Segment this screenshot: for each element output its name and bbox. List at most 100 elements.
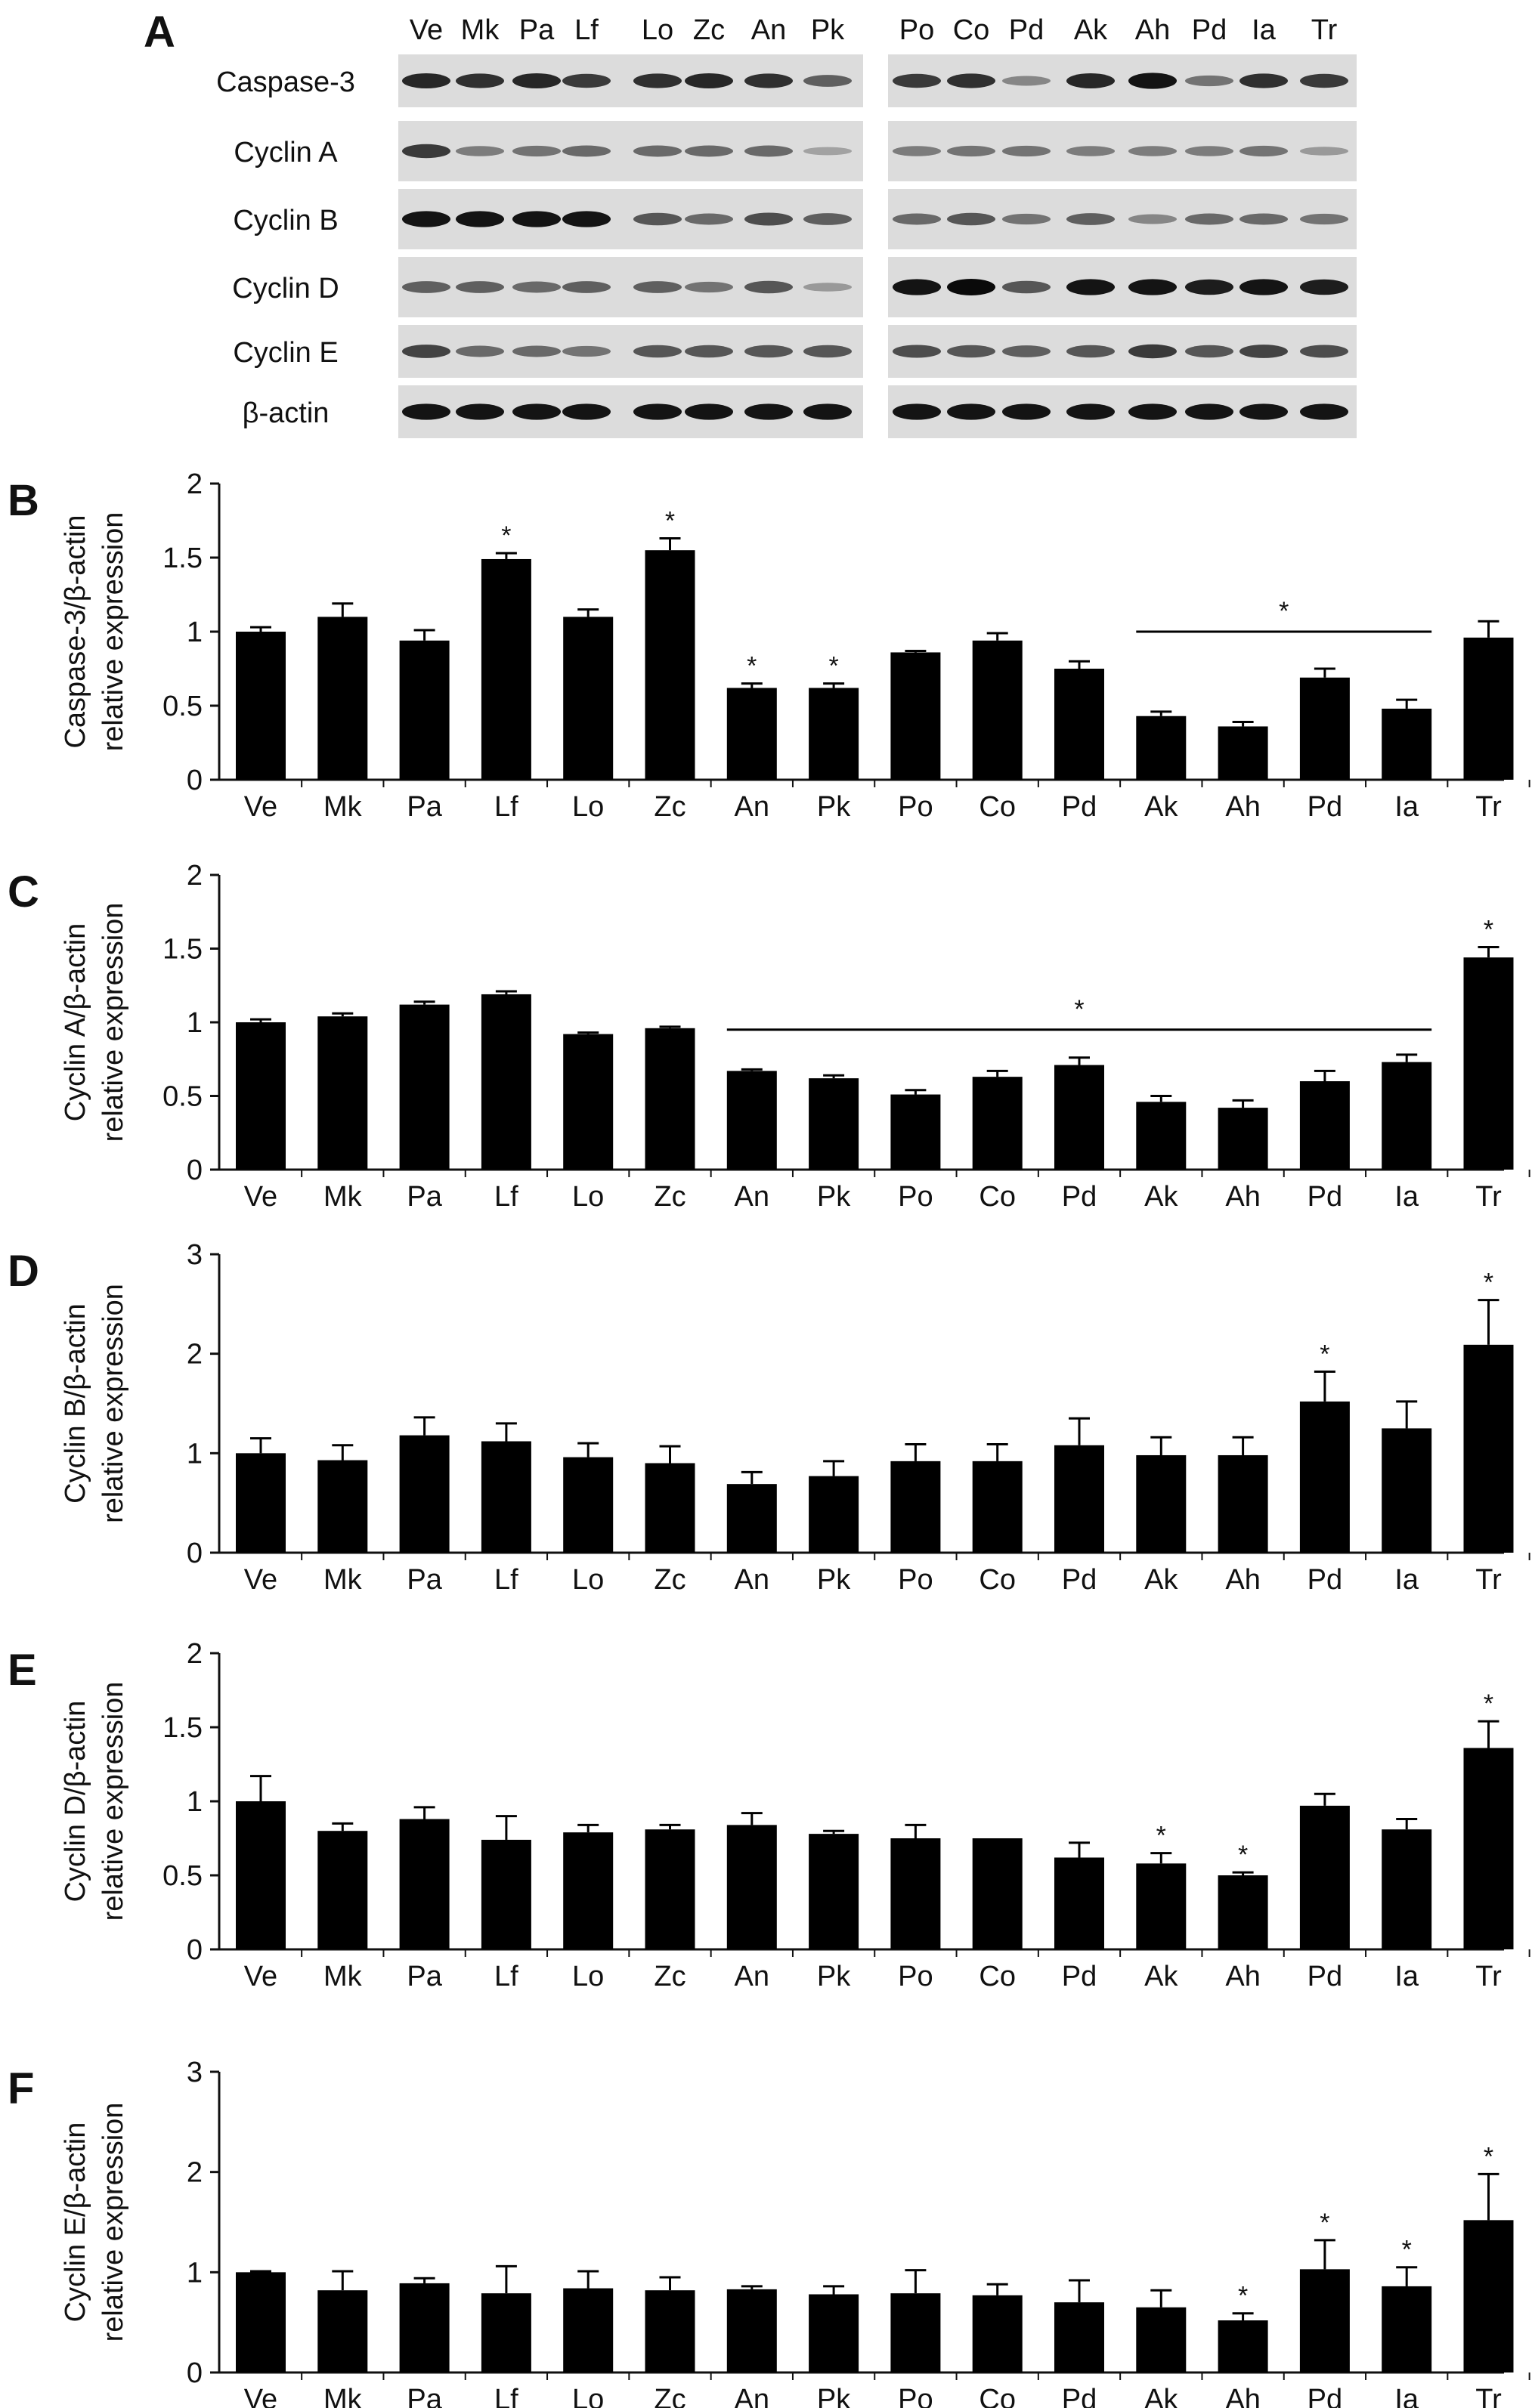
x-tick-label: Ak: [1144, 1564, 1178, 1596]
x-tick-label: Pa: [407, 1961, 442, 1992]
chart-panel-f: F Cyclin E/β-actin relative expression 0 1 2 3…: [8, 2057, 1530, 2408]
blot-band: [402, 403, 450, 420]
x-tick-label: Pk: [817, 791, 851, 823]
x-tick-label: Ve: [244, 1961, 277, 1992]
blot-band: [947, 279, 995, 295]
blot-band: [685, 403, 733, 420]
bar: [1218, 2320, 1268, 2372]
blot-lane-label: Pa: [519, 14, 555, 46]
blot-band: [1239, 279, 1288, 295]
x-tick-label: Pd: [1062, 2384, 1097, 2408]
blot-lane-label: Tr: [1311, 14, 1338, 46]
y-tick-label: 1.5: [162, 934, 203, 966]
x-tick-label: Tr: [1475, 1961, 1502, 1992]
x-tick-label: Lo: [572, 1564, 604, 1596]
blot-band: [633, 345, 682, 358]
blot-band: [562, 345, 611, 357]
blot-band: [1300, 147, 1348, 156]
x-tick-label: Pd: [1308, 1961, 1342, 1992]
significance-star: *: [1238, 2282, 1248, 2311]
blot-band: [803, 147, 852, 156]
significance-star: *: [1402, 2236, 1412, 2264]
blot-band: [1128, 279, 1177, 295]
blot-band: [633, 281, 682, 293]
x-tick-label: Ak: [1144, 1181, 1178, 1213]
y-axis-label: Cyclin A/β-actin: [60, 923, 91, 1122]
blot-band: [512, 345, 561, 357]
x-tick-label: Co: [979, 1961, 1016, 1992]
blot-band: [1185, 403, 1233, 420]
x-tick-label: Po: [898, 1564, 933, 1596]
y-tick-label: 0: [187, 1155, 203, 1186]
x-tick-label: Ia: [1394, 1564, 1419, 1596]
blot-band: [512, 145, 561, 157]
x-tick-label: An: [735, 1181, 769, 1213]
blot-band: [685, 345, 733, 358]
significance-star: *: [665, 507, 675, 536]
significance-star: *: [828, 652, 838, 681]
bar: [890, 1461, 941, 1553]
blot-lane-label: An: [751, 14, 786, 46]
bar: [1054, 1445, 1104, 1553]
significance-star: *: [1484, 2142, 1493, 2171]
significance-star: *: [1279, 597, 1289, 626]
x-tick-label: Ak: [1144, 791, 1178, 823]
x-tick-label: Tr: [1475, 1564, 1502, 1596]
blot-band: [685, 213, 733, 225]
bar: [972, 1838, 1023, 1949]
y-tick-label: 0.5: [162, 1081, 203, 1113]
y-tick-label: 1: [187, 617, 203, 648]
x-tick-label: Pd: [1308, 1181, 1342, 1213]
y-tick-label: 0: [187, 1538, 203, 1569]
y-axis-label: Caspase-3/β-actin: [60, 515, 91, 748]
bar: [1218, 1875, 1268, 1949]
blot-band: [1300, 73, 1348, 88]
blot-band: [456, 403, 504, 420]
bar: [890, 2293, 941, 2372]
bar: [809, 1078, 859, 1170]
blot-band: [893, 345, 941, 358]
x-tick-label: Zc: [654, 1564, 685, 1596]
bar: [1299, 1081, 1350, 1170]
blot-band: [1128, 214, 1177, 224]
x-tick-label: Pd: [1308, 2384, 1342, 2408]
blot-band: [744, 403, 793, 420]
blot-band: [803, 403, 852, 420]
x-tick-label: An: [735, 1564, 769, 1596]
y-tick-label: 1: [187, 1786, 203, 1818]
bar: [1299, 1401, 1350, 1553]
x-tick-label: Ve: [244, 2384, 277, 2408]
x-tick-label: Lf: [494, 1961, 518, 1992]
blot-band: [893, 146, 941, 156]
blot-lane-label: Po: [899, 14, 934, 46]
y-axis-label: relative expression: [97, 512, 129, 752]
blot-lane-label: Ah: [1135, 14, 1170, 46]
bar: [809, 1834, 859, 1949]
panel-letter-f: F: [8, 2064, 34, 2113]
y-axis-label: relative expression: [97, 1682, 129, 1921]
blot-band: [512, 403, 561, 420]
blot-band: [456, 281, 504, 293]
blot-band: [512, 73, 561, 88]
blot-band: [402, 211, 450, 227]
x-tick-label: Lo: [572, 1961, 604, 1992]
y-axis-label: Cyclin B/β-actin: [60, 1303, 91, 1504]
blot-band: [803, 75, 852, 87]
panel-letter-e: E: [8, 1646, 37, 1695]
bar: [563, 1832, 614, 1949]
bar: [1218, 726, 1268, 780]
blot-band: [1002, 76, 1051, 86]
x-tick-label: Mk: [323, 1181, 363, 1213]
blot-lane-label: Pd: [1192, 14, 1227, 46]
x-tick-label: Mk: [323, 1564, 363, 1596]
blot-band: [1066, 403, 1115, 420]
x-tick-label: Po: [898, 1961, 933, 1992]
blot-band: [1300, 279, 1348, 295]
bar: [1054, 2302, 1104, 2372]
blot-band: [1002, 345, 1051, 357]
blot-band: [1128, 146, 1177, 156]
bar: [972, 1461, 1023, 1553]
bar: [1136, 1454, 1187, 1553]
bar: [1136, 1102, 1187, 1170]
